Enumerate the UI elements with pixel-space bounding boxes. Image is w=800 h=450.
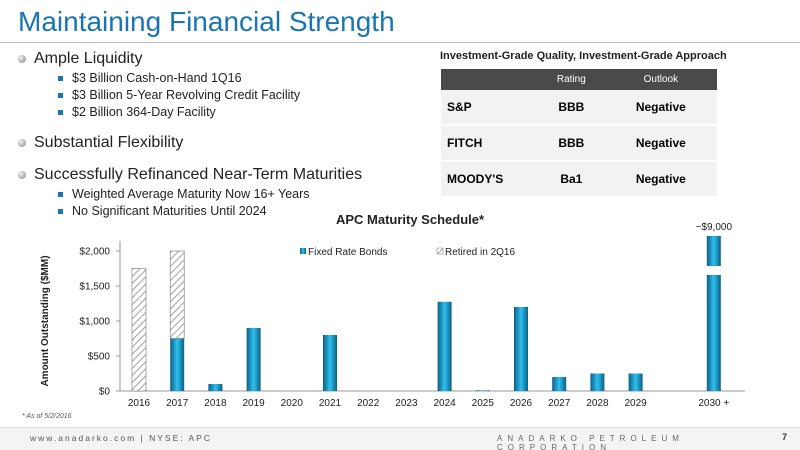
- header-cell: Outlook: [604, 69, 717, 90]
- table-row: MOODY'S Ba1 Negative: [441, 161, 717, 198]
- chart: APC Maturity Schedule* Amount Outstandin…: [40, 212, 745, 409]
- x-tick-label: 2024: [433, 398, 456, 409]
- y-tick-label: $1,500: [79, 282, 110, 293]
- legend-swatch: [300, 248, 306, 254]
- x-tick-label: 2027: [548, 398, 571, 409]
- bar: [590, 373, 605, 391]
- sub-bullet: $3 Billion 5-Year Revolving Credit Facil…: [58, 88, 418, 102]
- header-cell: Rating: [538, 69, 605, 90]
- bar: [475, 390, 490, 392]
- footer-website: www.anadarko.com | NYSE: APC: [30, 433, 212, 443]
- footer-company: ANADARKO PETROLEUM CORPORATION: [497, 434, 684, 450]
- sub-bullet: $3 Billion Cash-on-Hand 1Q16: [58, 71, 418, 85]
- bar: [437, 301, 452, 391]
- bar: [323, 335, 337, 391]
- table-cell: FITCH: [441, 125, 538, 162]
- axis-break: [704, 266, 723, 275]
- bullet-list: Ample Liquidity $3 Billion Cash-on-Hand 1…: [18, 48, 418, 221]
- sub-bullet: No Significant Maturities Until 2024: [58, 204, 418, 218]
- table-row: S&P BBB Negative: [441, 90, 717, 126]
- ratings-table: Rating Outlook S&P BBB Negative FITCH BBB Negat…: [441, 69, 717, 198]
- footnote: * As of 5/2/2016: [22, 413, 72, 420]
- sub-bullet: Weighted Average Maturity Now 16+ Years: [58, 187, 418, 201]
- bar: [170, 338, 185, 391]
- x-tick-label: 2016: [128, 398, 151, 409]
- x-tick-label: 2029: [624, 398, 647, 409]
- header-row: Rating Outlook: [441, 69, 717, 90]
- x-tick-label: 2022: [357, 398, 380, 409]
- table-cell: Negative: [604, 161, 717, 198]
- value-label: ~$9,000: [696, 222, 733, 233]
- x-tick-label: 2019: [242, 398, 265, 409]
- x-tick-label: 2028: [586, 398, 609, 409]
- table-cell: Negative: [604, 125, 717, 162]
- spacer: [18, 154, 418, 164]
- table-cell: MOODY'S: [441, 161, 538, 198]
- y-tick-label: $1,000: [79, 317, 110, 328]
- bar: [514, 307, 528, 391]
- spacer: [18, 122, 418, 132]
- bar: [208, 384, 223, 391]
- chart-title: APC Maturity Schedule*: [336, 212, 485, 227]
- table-cell: S&P: [441, 90, 538, 126]
- page-number: 7: [782, 432, 788, 442]
- bullet: Substantial Flexibility: [18, 134, 418, 152]
- legend-label: Retired in 2Q16: [445, 247, 515, 258]
- legend-label: Fixed Rate Bonds: [308, 247, 388, 258]
- x-tick-label: 2023: [395, 398, 418, 409]
- bar: [246, 328, 261, 391]
- y-axis-label: Amount Outstanding ($MM): [40, 255, 51, 386]
- x-tick-label: 2030 +: [698, 398, 729, 409]
- footer-bar: [0, 427, 800, 450]
- table-row: FITCH BBB Negative: [441, 125, 717, 162]
- slide-title: Maintaining Financial Strength: [18, 6, 395, 37]
- bar: [131, 268, 147, 392]
- table-title: Investment-Grade Quality, Investment-Gra…: [440, 50, 727, 62]
- x-tick-label: 2025: [472, 398, 495, 409]
- table-cell: Negative: [604, 90, 717, 126]
- legend-swatch: [436, 247, 444, 255]
- y-tick-label: $0: [99, 387, 111, 398]
- y-tick-label: $2,000: [79, 247, 110, 258]
- x-tick-label: 2020: [281, 398, 304, 409]
- x-tick-label: 2017: [166, 398, 189, 409]
- bar: [706, 236, 721, 391]
- bar: [169, 250, 185, 339]
- y-tick-label: $500: [88, 352, 111, 363]
- sub-bullet: $2 Billion 364-Day Facility: [58, 105, 418, 119]
- table-cell: Ba1: [538, 161, 605, 198]
- title-rule: [0, 42, 800, 43]
- table-cell: BBB: [538, 90, 605, 126]
- table-cell: BBB: [538, 125, 605, 162]
- x-tick-label: 2018: [204, 398, 227, 409]
- x-tick-label: 2026: [510, 398, 533, 409]
- bar: [628, 373, 643, 391]
- bullet: Ample Liquidity: [18, 50, 418, 68]
- x-tick-label: 2021: [319, 398, 342, 409]
- header-cell: [441, 69, 538, 90]
- bullet: Successfully Refinanced Near-Term Maturi…: [18, 166, 418, 184]
- bar: [552, 377, 567, 391]
